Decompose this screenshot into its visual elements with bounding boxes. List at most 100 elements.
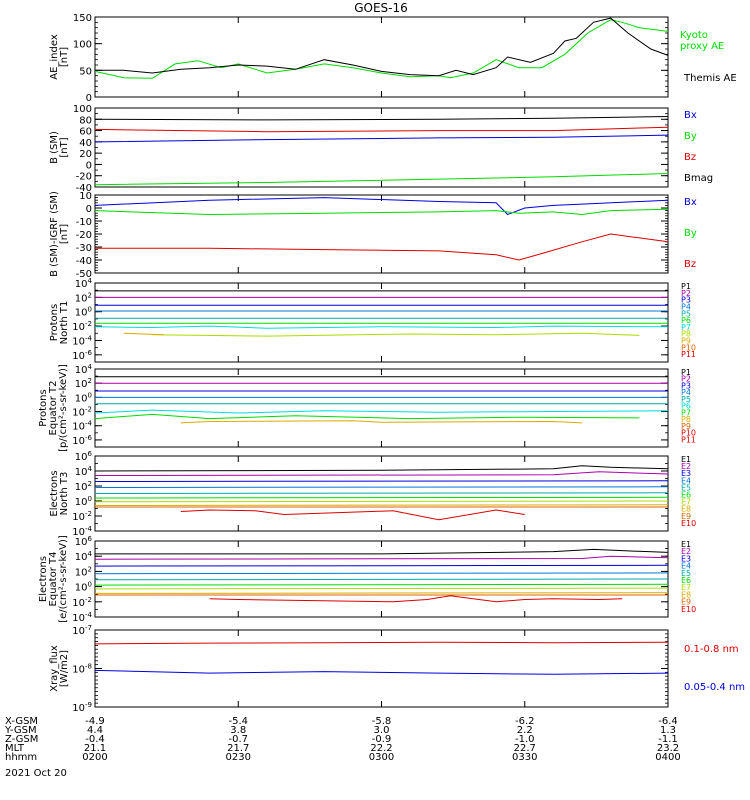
- legend-label: P3: [681, 381, 691, 390]
- ytick-label: -20: [76, 230, 92, 241]
- legend-label: P2: [681, 375, 691, 384]
- ytick-label: -40: [76, 183, 92, 194]
- legend-label: By: [684, 228, 697, 239]
- panel-6: 10-4 10-2 100 102 104 106 Electrons Equator T4[…: [38, 535, 696, 624]
- series-line-P8: [180, 420, 583, 424]
- legend-label: 0.1-0.8 nm: [684, 644, 739, 655]
- ylabel: [e/(cm²-s-sr-keV)]: [58, 535, 69, 623]
- legend-label: P8: [681, 415, 691, 424]
- legend-label: E4: [681, 476, 691, 485]
- ytick-label: 60: [79, 127, 92, 138]
- legend-label: By: [684, 131, 697, 142]
- series-line-P7: [94, 325, 669, 329]
- series-line-E6: [94, 496, 669, 499]
- legend-label: E8: [681, 505, 691, 514]
- series-line-E8: [94, 504, 669, 506]
- xaxis-row-label: Z-GSM: [5, 734, 38, 745]
- ytick-label: 10: [79, 191, 92, 202]
- ytick-label: 20: [79, 149, 92, 160]
- xaxis-value: 4.4: [87, 725, 103, 736]
- legend-label: P3: [681, 296, 691, 305]
- legend-label: Bx: [684, 110, 697, 121]
- ytick-label: -30: [76, 243, 92, 254]
- ylabel: Protons: [38, 389, 49, 426]
- ytick-label: 104: [75, 363, 93, 376]
- series-line-P9: [123, 332, 164, 336]
- ytick-label: 10-2: [72, 320, 92, 333]
- ytick-label: 10-9: [72, 701, 92, 714]
- legend-label: E5: [681, 483, 691, 492]
- ytick-label: 100: [75, 391, 92, 404]
- ytick-label: 100: [73, 104, 92, 115]
- series-line-Bmag: [94, 116, 669, 121]
- series-line-E4: [94, 486, 669, 488]
- ytick-label: 10-8: [72, 663, 92, 676]
- ytick-label: 104: [75, 277, 93, 290]
- legend-label: E10: [681, 519, 696, 528]
- ytick-label: 10-4: [72, 420, 92, 433]
- xaxis-row-label: hhmm: [5, 752, 37, 763]
- legend-label: E2: [681, 547, 691, 556]
- xaxis-value: 0330: [512, 752, 537, 763]
- series-line-E10: [209, 595, 623, 603]
- date-label: 2021 Oct 20: [5, 768, 67, 779]
- ytick-label: 40: [79, 138, 92, 149]
- legend-label: E6: [681, 576, 691, 585]
- legend-label: E8: [681, 590, 691, 599]
- ytick-label: 100: [75, 581, 92, 594]
- xaxis-value: 0300: [369, 752, 394, 763]
- legend-label: E5: [681, 569, 691, 578]
- ytick-label: 0: [86, 160, 92, 171]
- xaxis-row-label: Y-GSM: [4, 725, 37, 736]
- ytick-label: -40: [76, 256, 92, 267]
- series-line-E7: [94, 587, 669, 590]
- series-line-Bz: [94, 126, 669, 133]
- ytick-label: 80: [79, 115, 92, 126]
- ytick-label: 102: [75, 480, 92, 493]
- ylabel: North T3: [59, 472, 70, 516]
- legend-label: E10: [681, 605, 696, 614]
- legend-label: P7: [681, 408, 691, 417]
- chart-title: GOES-16: [354, 1, 408, 15]
- legend-label: P1: [681, 368, 691, 377]
- ytick-label: 10-2: [72, 510, 92, 523]
- legend-label: P11: [681, 435, 696, 444]
- series-line-E1: [95, 548, 669, 555]
- plot-frame: [94, 194, 669, 274]
- xaxis-value: 3.8: [230, 725, 246, 736]
- ylabel: B (SM): [49, 131, 60, 164]
- xaxis-value: -1.1: [658, 734, 678, 745]
- series-line-Bx: [94, 197, 669, 216]
- ylabel: North T1: [59, 301, 70, 345]
- ytick-label: 100: [75, 495, 92, 508]
- ytick-label: 10-2: [72, 406, 92, 419]
- legend-label: Bz: [684, 152, 696, 163]
- legend-label: P6: [681, 316, 691, 325]
- legend-label: proxy AE: [680, 41, 724, 52]
- ylabel: Equator T4: [48, 552, 59, 607]
- legend-label: P4: [681, 302, 691, 311]
- legend-label: P1: [681, 282, 691, 291]
- ytick-label: 10-4: [72, 525, 92, 538]
- xaxis-row-label: X-GSM: [5, 716, 38, 727]
- xaxis-value: -5.8: [372, 716, 392, 727]
- xaxis-value: 3.0: [374, 725, 390, 736]
- series-line-0.1-0.8 nm: [94, 641, 669, 645]
- series-line-E6: [94, 583, 669, 586]
- xaxis-value: -5.4: [228, 716, 248, 727]
- legend-label: E2: [681, 462, 691, 471]
- legend-label: E6: [681, 491, 691, 500]
- series-line-E3: [94, 564, 669, 567]
- legend-label: Bmag: [684, 173, 713, 184]
- series-line-P8: [152, 332, 640, 337]
- xaxis-value: 22.7: [514, 743, 536, 754]
- legend-label: E3: [681, 554, 691, 563]
- ytick-label: -20: [76, 172, 92, 183]
- series-line-E2: [94, 555, 669, 560]
